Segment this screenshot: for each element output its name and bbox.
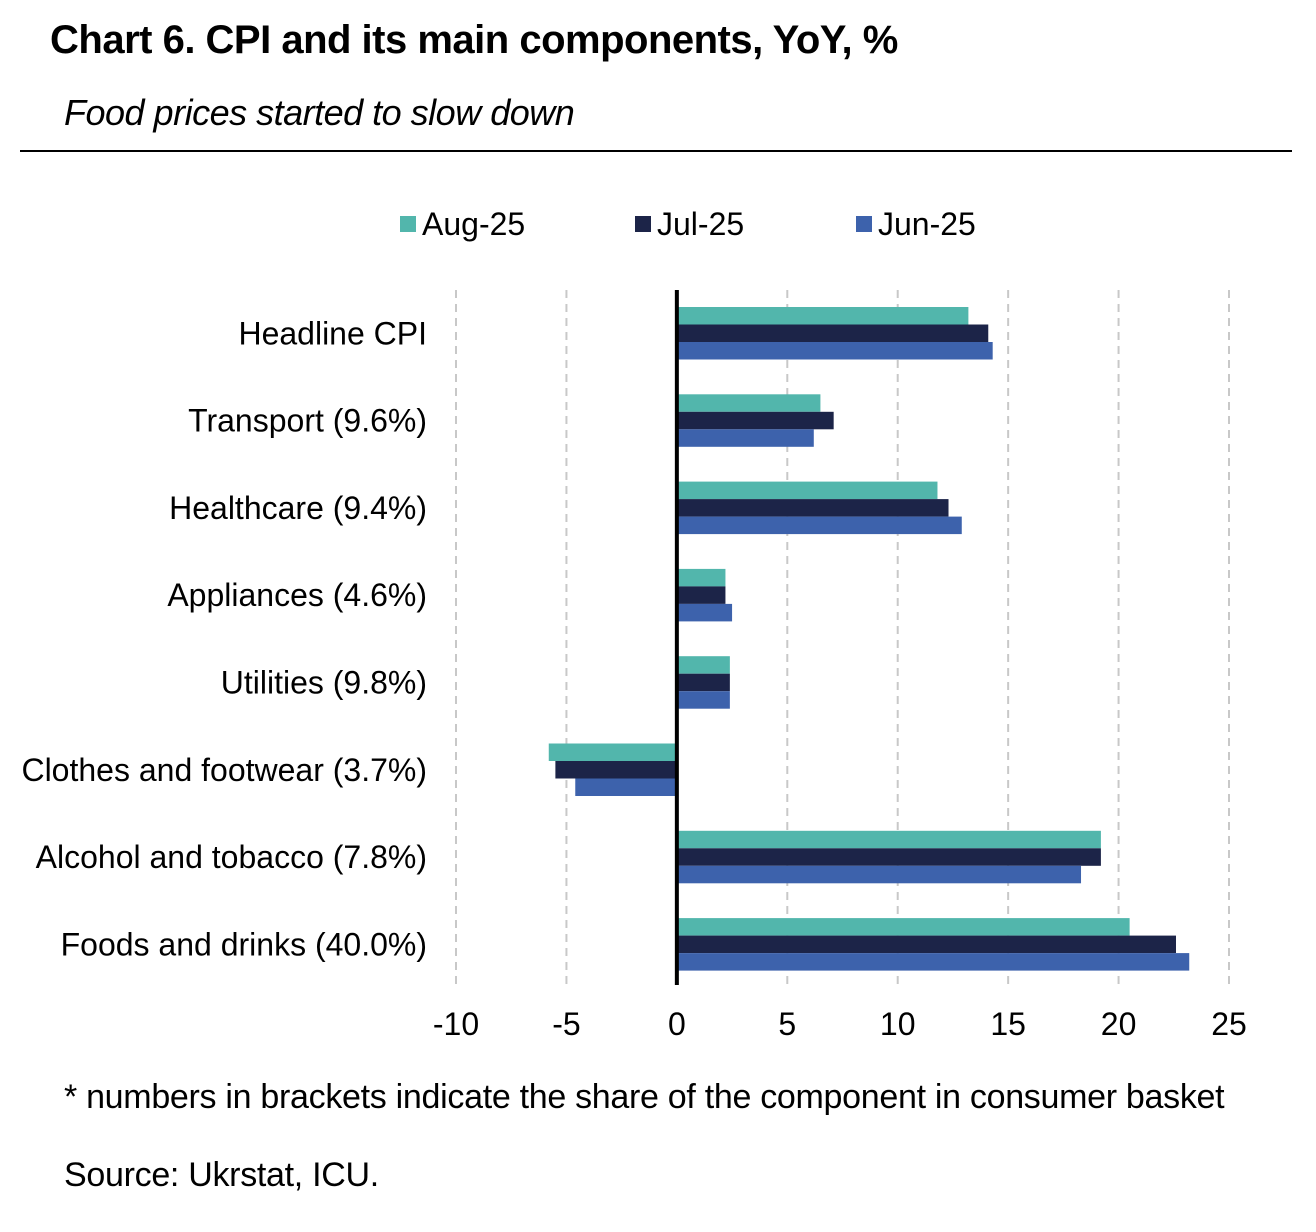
x-tick-label: 20 [1101, 1006, 1137, 1042]
bar-series [548, 307, 1190, 971]
legend-swatch [635, 216, 651, 232]
x-tick-label: 0 [668, 1006, 686, 1042]
x-tick-label: -5 [552, 1006, 580, 1042]
bar [676, 865, 1082, 884]
category-label: Foods and drinks (40.0%) [61, 926, 427, 962]
category-label: Healthcare (9.4%) [169, 490, 427, 526]
bar [676, 411, 834, 430]
legend-swatch [856, 216, 872, 232]
x-tick-label: 5 [778, 1006, 796, 1042]
bar [676, 848, 1101, 866]
category-label: Clothes and footwear (3.7%) [21, 752, 427, 788]
bar [676, 516, 962, 535]
bar [676, 429, 814, 447]
bar [676, 656, 730, 674]
chart-title: Chart 6. CPI and its main components, Yo… [50, 18, 898, 62]
bar [676, 586, 726, 604]
source-note: Source: Ukrstat, ICU. [64, 1156, 379, 1194]
bar [555, 761, 677, 779]
bar [676, 830, 1101, 849]
category-labels: Headline CPI Transport (9.6%) Healthcare (… [21, 315, 427, 962]
bar [676, 953, 1190, 971]
category-label: Utilities (9.8%) [221, 664, 427, 700]
chart-legend: Aug-25 Jul-25 Jun-25 [400, 206, 976, 242]
category-label: Headline CPI [238, 315, 427, 351]
category-label: Appliances (4.6%) [167, 577, 427, 613]
chart-subtitle: Food prices started to slow down [64, 92, 575, 133]
bar [676, 603, 733, 622]
category-label: Transport (9.6%) [188, 403, 427, 439]
bar-chart: Aug-25 Jul-25 Jun-25 Headline CPI Transport… [21, 206, 1247, 1042]
bar [548, 743, 677, 761]
bar [676, 307, 969, 325]
footnote: * numbers in brackets indicate the share… [64, 1078, 1225, 1116]
category-label: Alcohol and tobacco (7.8%) [36, 839, 427, 875]
bar [676, 394, 821, 412]
bar [676, 324, 989, 342]
bar [676, 342, 993, 360]
legend-swatch [400, 216, 416, 232]
x-tick-label: -10 [433, 1006, 479, 1042]
bar [676, 499, 949, 517]
x-tick-label: 15 [990, 1006, 1026, 1042]
legend-label: Jul-25 [657, 206, 744, 242]
bar [676, 918, 1130, 936]
legend-label: Jun-25 [878, 206, 976, 242]
bar [676, 691, 730, 709]
bar [676, 673, 730, 692]
x-tick-label: 25 [1211, 1006, 1247, 1042]
bar [676, 481, 938, 500]
x-tick-labels: -10 -5 0 5 10 15 20 25 [433, 1006, 1247, 1042]
x-tick-label: 10 [880, 1006, 916, 1042]
title-divider [20, 150, 1292, 152]
bar [575, 778, 677, 796]
bar [676, 935, 1176, 954]
bar [676, 568, 726, 587]
legend-label: Aug-25 [422, 206, 525, 242]
